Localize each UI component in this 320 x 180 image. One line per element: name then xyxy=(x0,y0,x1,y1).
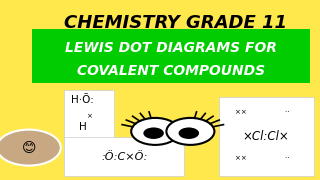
FancyBboxPatch shape xyxy=(64,137,184,176)
Text: ··: ·· xyxy=(284,155,292,161)
Text: ×Cl:Cl×: ×Cl:Cl× xyxy=(243,130,290,143)
Text: LEWIS DOT DIAGRAMS FOR: LEWIS DOT DIAGRAMS FOR xyxy=(65,41,277,55)
Text: ··: ·· xyxy=(284,109,292,115)
Text: H: H xyxy=(79,122,86,132)
Text: ×: × xyxy=(86,113,92,119)
FancyBboxPatch shape xyxy=(32,29,310,83)
Text: ××: ×× xyxy=(235,109,249,115)
Circle shape xyxy=(0,130,61,166)
FancyBboxPatch shape xyxy=(64,90,114,164)
Text: 😊: 😊 xyxy=(21,141,36,155)
Circle shape xyxy=(166,118,214,145)
Text: :Ö:C×Ö:: :Ö:C×Ö: xyxy=(101,152,147,162)
FancyBboxPatch shape xyxy=(219,97,314,176)
Circle shape xyxy=(143,127,164,139)
Text: ··: ·· xyxy=(84,91,88,97)
Text: ××: ×× xyxy=(235,155,249,161)
Text: COVALENT COMPOUNDS: COVALENT COMPOUNDS xyxy=(77,64,265,78)
Text: H·Ö:: H·Ö: xyxy=(71,95,94,105)
Text: CHEMISTRY GRADE 11: CHEMISTRY GRADE 11 xyxy=(65,14,287,32)
Circle shape xyxy=(131,118,179,145)
Circle shape xyxy=(179,127,199,139)
